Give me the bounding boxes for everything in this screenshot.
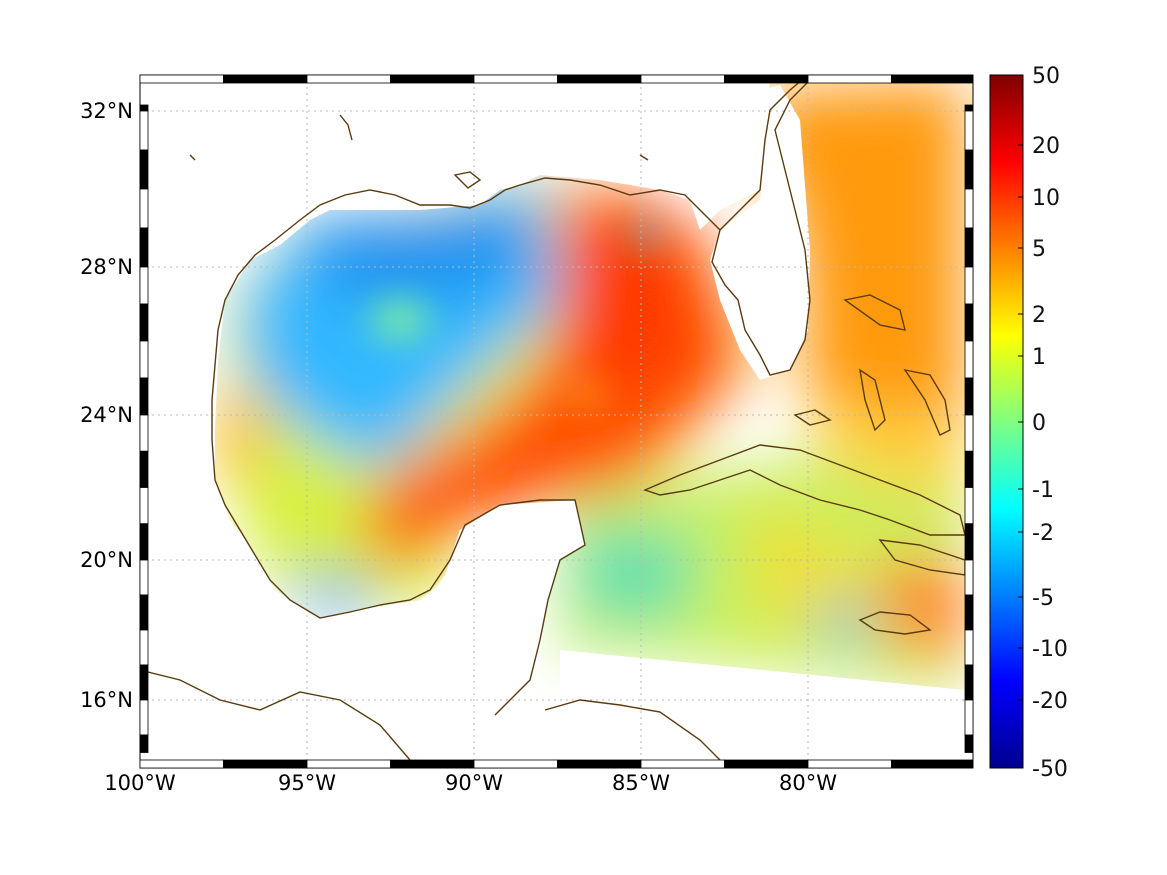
frame-left-segment — [139, 559, 149, 596]
frame-right-segment — [964, 149, 974, 190]
frame-right-segment — [964, 629, 974, 666]
frame-right-segment — [964, 487, 974, 525]
frame-left-segment — [139, 266, 149, 305]
frame-right-segment — [964, 377, 974, 416]
frame-bottom-segment — [390, 759, 475, 769]
latitude-tick-label: 28°N — [80, 255, 133, 279]
frame-right-segment — [964, 340, 974, 379]
frame-right-segment — [964, 559, 974, 596]
frame-right-segment — [964, 303, 974, 342]
frame-right-segment — [964, 734, 974, 753]
frame-right-segment — [964, 266, 974, 305]
frame-left-segment — [139, 523, 149, 561]
frame-right-segment — [964, 104, 974, 112]
frame-right-segment — [964, 450, 974, 488]
frame-bottom-segment — [640, 759, 725, 769]
colorbar-tick-label: 5 — [1032, 237, 1046, 262]
graticule — [140, 75, 973, 768]
frame-left-segment — [139, 594, 149, 631]
frame-right-segment — [964, 188, 974, 229]
frame-top-segment — [891, 74, 974, 84]
frame-bottom-segment — [223, 759, 308, 769]
frame-right-segment — [964, 414, 974, 452]
colorbar-tick-label: 50 — [1032, 64, 1060, 89]
colorbar-tick-label: 10 — [1032, 186, 1060, 211]
frame-left-segment — [139, 188, 149, 229]
frame-top-segment — [473, 74, 558, 84]
frame-right-segment — [964, 664, 974, 701]
frame-right-segment — [964, 523, 974, 561]
longitude-labels: 100°W 95°W 90°W 85°W 80°W — [104, 771, 837, 795]
frame-right-segment — [964, 594, 974, 631]
frame-left-segment — [139, 377, 149, 416]
frame-left-segment — [139, 699, 149, 736]
colorbar-tick-label: 2 — [1032, 303, 1046, 328]
colorbar-tick-label: -5 — [1032, 586, 1054, 611]
frame-bottom-segment — [557, 759, 642, 769]
latitude-labels: 32°N 28°N 24°N 20°N 16°N — [80, 99, 133, 712]
frame-left-segment — [139, 340, 149, 379]
longitude-tick-label: 100°W — [104, 771, 176, 795]
frame-left-segment — [139, 303, 149, 342]
longitude-tick-label: 80°W — [779, 771, 837, 795]
colorbar-tick-label: -1 — [1032, 478, 1054, 503]
frame-top-segment — [139, 74, 224, 84]
frame-top-segment — [807, 74, 892, 84]
colorbar-tick-label: 0 — [1032, 411, 1046, 436]
latitude-tick-label: 24°N — [80, 403, 133, 427]
frame-top-segment — [306, 74, 391, 84]
colorbar-tick-label: -10 — [1032, 637, 1068, 662]
longitude-tick-label: 95°W — [278, 771, 336, 795]
frame-left-segment — [139, 450, 149, 488]
frame-bottom-segment — [891, 759, 974, 769]
frame-top-segment — [223, 74, 308, 84]
frame-left-segment — [139, 664, 149, 701]
colorbar-tick-label: -20 — [1032, 689, 1068, 714]
frame-right-segment — [964, 699, 974, 736]
frame-bottom-segment — [724, 759, 809, 769]
frame-left-segment — [139, 149, 149, 190]
frame-left-segment — [139, 227, 149, 268]
colorbar — [989, 74, 1024, 769]
colorbar-tick-label: 20 — [1032, 134, 1060, 159]
frame-left-segment — [139, 104, 149, 112]
frame-left-segment — [139, 734, 149, 753]
colorbar-tick-label: -2 — [1032, 521, 1054, 546]
frame-right-segment — [964, 110, 974, 151]
frame-left-segment — [139, 414, 149, 452]
frame-left-segment — [139, 629, 149, 666]
map-frame — [139, 74, 974, 769]
latitude-tick-label: 32°N — [80, 99, 133, 123]
frame-bottom-segment — [807, 759, 892, 769]
frame-right-segment — [964, 227, 974, 268]
latitude-tick-label: 20°N — [80, 548, 133, 572]
frame-top-segment — [724, 74, 809, 84]
coastlines — [140, 75, 966, 761]
colorbar-tick-label: -50 — [1032, 757, 1068, 782]
frame-top-segment — [640, 74, 725, 84]
colorbar-tick-label: 1 — [1032, 345, 1046, 370]
frame-top-segment — [557, 74, 642, 84]
frame-top-segment — [390, 74, 475, 84]
frame-bottom-segment — [473, 759, 558, 769]
latitude-tick-label: 16°N — [80, 688, 133, 712]
longitude-tick-label: 90°W — [445, 771, 503, 795]
frame-left-segment — [139, 110, 149, 151]
frame-left-segment — [139, 487, 149, 525]
frame-bottom-segment — [306, 759, 391, 769]
frame-bottom-segment — [139, 759, 224, 769]
longitude-tick-label: 85°W — [612, 771, 670, 795]
